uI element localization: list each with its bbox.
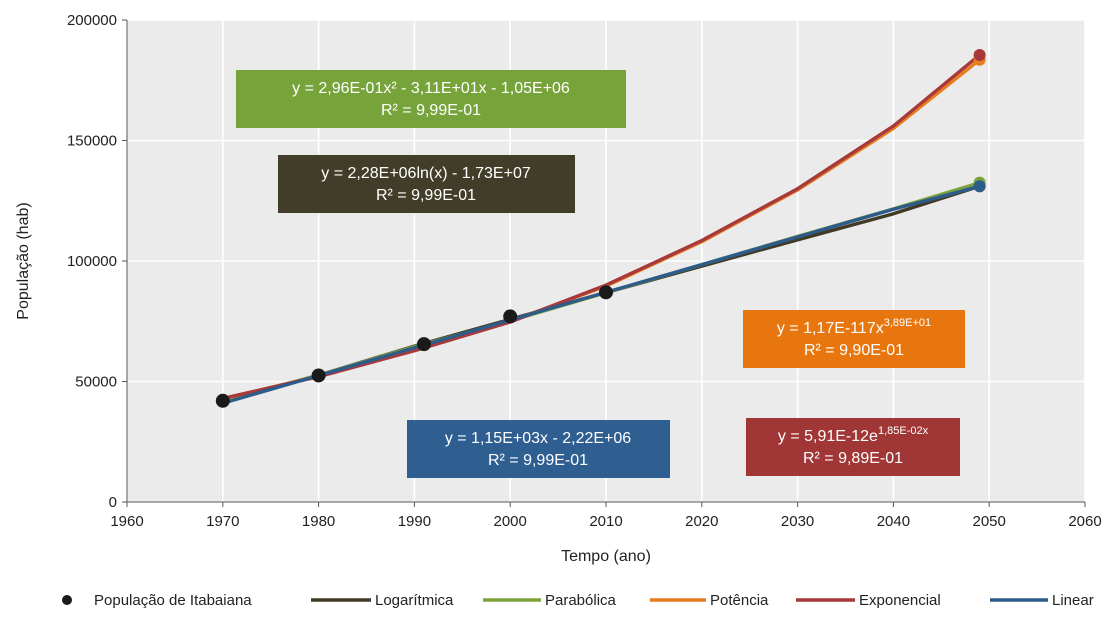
r-squared-text: R² = 9,90E-01 [804, 342, 904, 359]
annotation-logaritmica: y = 2,28E+06ln(x) - 1,73E+07 R² = 9,99E-0… [278, 155, 575, 213]
equation-annotations: y = 2,96E-01x² - 3,11E+01x - 1,05E+06 R² … [236, 70, 965, 478]
annotation-box [407, 420, 670, 478]
y-tick-label: 200000 [67, 12, 117, 29]
equation-text: y = 1,15E+03x - 2,22E+06 [445, 430, 631, 447]
x-tick-label: 1960 [110, 513, 143, 530]
legend-label-potencia: Potência [710, 592, 769, 609]
equation-text: y = 1,17E-117x3,89E+01 [777, 317, 931, 337]
equation-base: y = 5,91E-12e [778, 428, 878, 445]
x-tick-label: 2030 [781, 513, 814, 530]
annotation-potencia: y = 1,17E-117x3,89E+01 R² = 9,90E-01 [743, 310, 965, 368]
r-squared-text: R² = 9,99E-01 [488, 452, 588, 469]
x-tick-label: 1990 [398, 513, 431, 530]
y-tick-label: 0 [109, 494, 117, 511]
x-tick-label: 2060 [1068, 513, 1101, 530]
x-axis-label: Tempo (ano) [561, 548, 651, 565]
legend-label-parabolica: Parabólica [545, 592, 617, 609]
x-tick-label: 2000 [494, 513, 527, 530]
annotation-box [743, 310, 965, 368]
tick-labels: 1960 1970 1980 1990 2000 2010 2020 2030 2040 2050… [67, 12, 1102, 530]
x-tick-label: 2040 [877, 513, 910, 530]
x-tick-label: 1970 [206, 513, 239, 530]
y-tick-label: 150000 [67, 133, 117, 150]
observed-point [599, 285, 613, 300]
y-axis-label: População (hab) [15, 202, 32, 319]
observed-point [311, 368, 326, 383]
annotation-box [236, 70, 626, 128]
equation-text: y = 2,96E-01x² - 3,11E+01x - 1,05E+06 [292, 80, 570, 97]
series-end-point-linear [973, 180, 986, 193]
x-tick-label: 2010 [589, 513, 622, 530]
equation-text: y = 2,28E+06ln(x) - 1,73E+07 [321, 165, 531, 182]
annotation-box [746, 418, 960, 476]
legend-label-exponencial: Exponencial [859, 592, 941, 609]
equation-exponent: 3,89E+01 [884, 317, 931, 329]
observed-point [503, 309, 518, 324]
r-squared-text: R² = 9,99E-01 [376, 187, 476, 204]
series-points [215, 48, 986, 408]
x-tick-label: 2050 [973, 513, 1006, 530]
legend-label-linear: Linear [1052, 592, 1094, 609]
annotation-linear: y = 1,15E+03x - 2,22E+06 R² = 9,99E-01 [407, 420, 670, 478]
legend: População de Itabaiana Logarítmica Paraból… [62, 592, 1094, 609]
axes [122, 19, 1086, 507]
equation-base: y = 1,17E-117x [777, 320, 884, 337]
legend-label-observed: População de Itabaiana [94, 592, 252, 609]
equation-text: y = 5,91E-12e1,85E-02x [778, 425, 929, 445]
annotation-box [278, 155, 575, 213]
y-tick-label: 100000 [67, 253, 117, 270]
r-squared-text: R² = 9,99E-01 [381, 102, 481, 119]
equation-exponent: 1,85E-02x [878, 425, 929, 437]
annotation-parabolica: y = 2,96E-01x² - 3,11E+01x - 1,05E+06 R² … [236, 70, 626, 128]
series-end-point-exponencial [973, 48, 986, 61]
y-tick-label: 50000 [75, 374, 117, 391]
observed-point [416, 337, 431, 352]
legend-label-logaritmica: Logarítmica [375, 592, 454, 609]
r-squared-text: R² = 9,89E-01 [803, 450, 903, 467]
x-tick-label: 1980 [302, 513, 335, 530]
legend-marker-observed [62, 595, 72, 605]
x-tick-label: 2020 [685, 513, 718, 530]
annotation-exponencial: y = 5,91E-12e1,85E-02x R² = 9,89E-01 [746, 418, 960, 476]
observed-point [215, 393, 230, 408]
